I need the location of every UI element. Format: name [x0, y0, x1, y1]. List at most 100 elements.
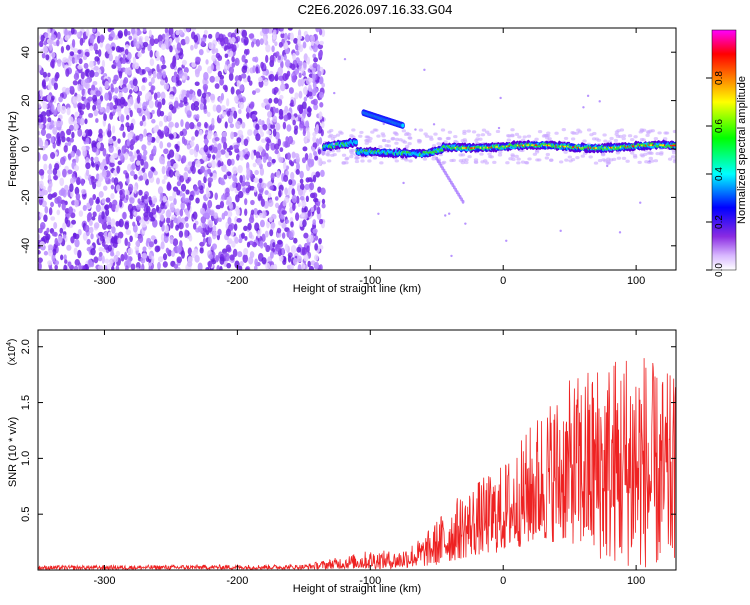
- noise-cell: [216, 104, 222, 114]
- halo-cell: [341, 153, 347, 157]
- noise-cell: [190, 102, 196, 111]
- noise-cell: [116, 165, 121, 174]
- noise-cell: [225, 187, 230, 194]
- noise-cell: [141, 144, 147, 151]
- noise-cell: [283, 32, 288, 41]
- noise-cell: [259, 38, 264, 45]
- noise-cell: [39, 89, 43, 97]
- noise-cell: [180, 183, 187, 192]
- y-tick-label: 0.5: [20, 507, 32, 522]
- noise-cell: [115, 184, 121, 192]
- noise-cell: [229, 50, 234, 58]
- halo-cell: [655, 151, 660, 156]
- halo-cell: [376, 134, 381, 138]
- noise-cell: [172, 238, 179, 247]
- noise-cell: [98, 128, 103, 136]
- noise-cell: [309, 182, 315, 191]
- noise-cell: [176, 180, 182, 187]
- halo-cell: [563, 150, 568, 154]
- noise-cell: [199, 103, 204, 111]
- x-tick-label: 0: [500, 275, 506, 287]
- noise-cell: [214, 192, 218, 201]
- noise-cell: [271, 213, 277, 220]
- noise-cell: [274, 196, 279, 201]
- noise-cell: [204, 79, 209, 85]
- noise-cell: [231, 240, 236, 248]
- track-cell: [354, 140, 358, 145]
- noise-cell: [269, 54, 275, 63]
- noise-cell: [47, 82, 52, 91]
- noise-cell: [181, 75, 186, 81]
- noise-cell: [232, 173, 237, 182]
- noise-cell: [207, 260, 213, 268]
- noise-cell: [240, 180, 246, 187]
- noise-cell: [301, 200, 307, 209]
- noise-cell: [66, 136, 71, 142]
- noise-cell: [168, 94, 174, 100]
- noise-cell: [303, 136, 308, 144]
- noise-cell: [180, 38, 187, 46]
- noise-cell: [108, 144, 114, 154]
- noise-cell: [312, 192, 318, 199]
- noise-cell: [318, 218, 324, 225]
- halo-cell: [641, 138, 646, 142]
- noise-cell: [212, 231, 217, 240]
- noise-cell: [228, 66, 234, 74]
- noise-cell: [179, 208, 184, 217]
- noise-cell: [291, 188, 295, 196]
- bottom-y-ticks: 0.5 1.0 1.5 2.0: [20, 339, 676, 522]
- noise-cell: [302, 41, 307, 49]
- noise-cell: [290, 99, 294, 107]
- halo-cell: [532, 152, 538, 156]
- noise-cell: [228, 116, 233, 123]
- noise-cell: [95, 180, 102, 188]
- halo-cell: [670, 155, 676, 159]
- noise-cell: [260, 131, 265, 138]
- noise-cell: [122, 87, 129, 94]
- noise-cell: [186, 110, 192, 119]
- noise-cell: [244, 153, 249, 160]
- noise-cell: [120, 114, 125, 123]
- noise-cell: [115, 264, 120, 270]
- halo-cell: [621, 136, 626, 141]
- noise-cell: [78, 210, 84, 217]
- noise-cell: [294, 68, 299, 75]
- noise-cell: [161, 64, 167, 70]
- noise-cell: [62, 189, 67, 198]
- noise-cell: [50, 201, 54, 208]
- noise-cell: [260, 198, 265, 207]
- sparse-cell: [432, 123, 436, 126]
- noise-cell: [204, 121, 208, 129]
- noise-cell: [52, 192, 58, 198]
- noise-cell: [288, 87, 294, 94]
- halo-cell: [453, 134, 458, 139]
- halo-cell: [447, 130, 453, 134]
- noise-cell: [272, 115, 278, 123]
- noise-cell: [45, 133, 52, 139]
- noise-cell: [133, 102, 138, 110]
- noise-cell: [151, 118, 156, 124]
- noise-cell: [207, 153, 212, 159]
- noise-cell: [281, 232, 286, 239]
- noise-cell: [255, 66, 259, 74]
- noise-cell: [142, 172, 148, 181]
- noise-cell: [148, 81, 153, 87]
- bottom-y-axis-label: SNR (10 * v/v): [7, 417, 19, 487]
- noise-cell: [71, 219, 76, 225]
- noise-cell: [280, 60, 284, 69]
- noise-cell: [119, 198, 123, 208]
- top-x-axis-label: Height of straight line (km): [293, 283, 421, 295]
- halo-cell: [576, 128, 581, 132]
- noise-cell: [251, 113, 257, 120]
- noise-cell: [136, 107, 142, 114]
- noise-cell: [318, 28, 323, 36]
- noise-cell: [74, 123, 79, 130]
- halo-cell: [481, 128, 487, 132]
- noise-cell: [253, 187, 257, 193]
- halo-cell: [351, 135, 356, 139]
- noise-cell: [158, 120, 163, 127]
- sparse-cell: [333, 91, 336, 95]
- noise-cell: [51, 104, 55, 113]
- noise-cell: [215, 48, 219, 54]
- halo-cell: [492, 160, 497, 165]
